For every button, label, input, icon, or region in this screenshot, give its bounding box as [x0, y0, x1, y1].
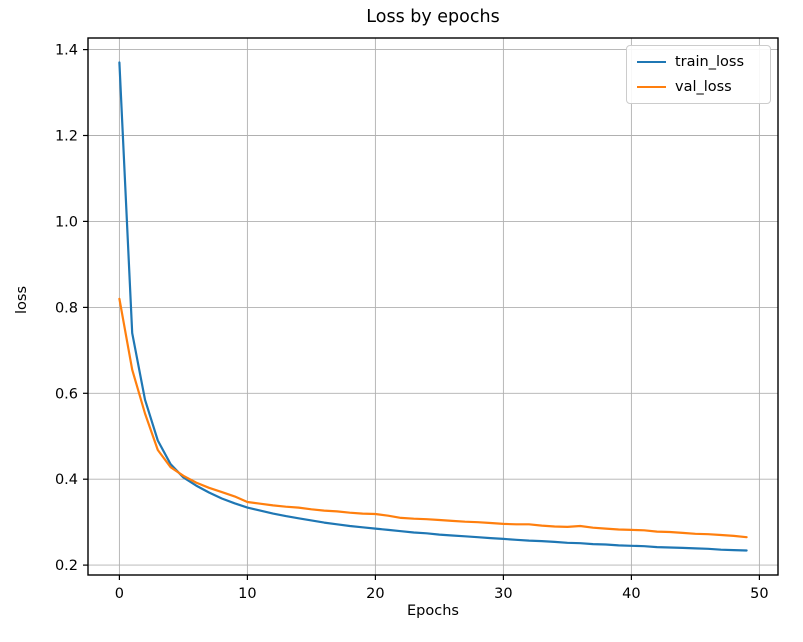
x-tick-label: 10 [238, 586, 256, 602]
y-tick-label: 1.0 [55, 214, 78, 230]
legend-item: train_loss [636, 54, 758, 70]
x-tick-label: 30 [494, 586, 512, 602]
y-tick-label: 1.4 [55, 43, 78, 59]
y-tick-label: 0.6 [55, 386, 78, 402]
y-tick-label: 0.8 [55, 300, 78, 316]
x-tick-label: 20 [366, 586, 384, 602]
legend-label: train_loss [674, 54, 744, 70]
chart-legend: train_loss val_loss [625, 45, 771, 104]
chart-title: Loss by epochs [366, 7, 500, 27]
x-tick-label: 0 [115, 586, 124, 602]
series-line-train_loss [118, 61, 748, 552]
y-tick-label: 0.2 [55, 558, 78, 574]
plot-border [87, 37, 779, 576]
legend-line-swatch [636, 61, 666, 63]
y-axis-label: loss [14, 286, 30, 315]
legend-label: val_loss [674, 79, 732, 95]
y-tick-label: 0.4 [55, 472, 78, 488]
series-line-val_loss [118, 297, 748, 539]
y-tick-label: 1.2 [55, 129, 78, 145]
legend-line-swatch [636, 86, 666, 88]
x-axis-label: Epochs [407, 603, 459, 619]
legend-item: val_loss [636, 79, 758, 95]
x-tick-label: 40 [622, 586, 640, 602]
x-tick-label: 50 [750, 586, 768, 602]
